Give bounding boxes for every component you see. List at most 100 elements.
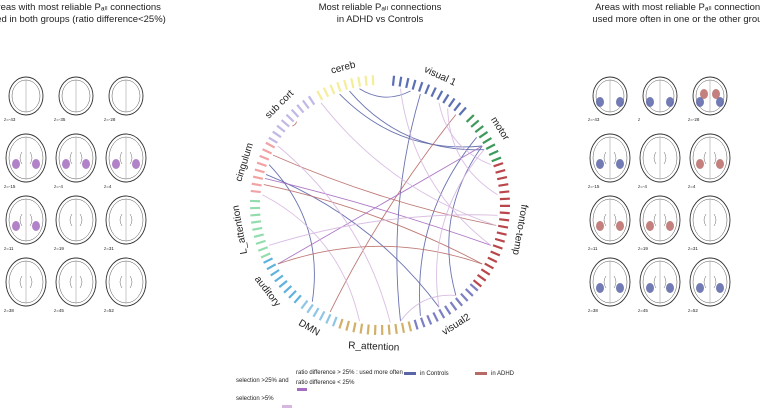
activation — [82, 159, 90, 169]
activation — [596, 221, 604, 231]
slice-label: z=19 — [54, 246, 64, 251]
activation — [596, 283, 604, 293]
node-segment — [252, 175, 264, 180]
legend-swatch — [404, 372, 416, 375]
node-segment — [460, 292, 469, 302]
node-segment — [413, 319, 419, 330]
slice-label: z=-4 — [638, 184, 647, 189]
connection — [268, 164, 315, 302]
node-segment — [490, 250, 501, 257]
slice-label: z=11 — [588, 246, 598, 251]
connection — [277, 145, 391, 323]
activation — [112, 159, 120, 169]
activation — [646, 283, 654, 293]
node-segment — [364, 75, 368, 86]
node-segment — [438, 308, 446, 319]
node-segment — [453, 102, 462, 112]
node-segment — [485, 143, 496, 151]
brain-slice: z=31 — [104, 195, 147, 251]
node-segment — [418, 81, 424, 92]
node-segment — [447, 97, 456, 108]
brain-slice: z=11 — [588, 195, 631, 251]
activation — [666, 97, 674, 107]
node-segment — [499, 218, 510, 222]
slice-label: z — [638, 117, 641, 122]
node-segment — [371, 75, 375, 86]
activation — [716, 97, 724, 107]
node-segment — [263, 257, 274, 264]
slice-label: z=31 — [688, 246, 698, 251]
node-segment — [357, 76, 362, 87]
legend-text: ratio difference > 25% : used more often — [296, 370, 403, 376]
legend-text: ratio difference < 25% — [296, 380, 355, 386]
brain-slice: z=-28 — [688, 76, 728, 122]
connection — [400, 294, 456, 322]
brain-slice: z=-43 — [588, 76, 628, 122]
node-segment — [250, 206, 261, 210]
node-segment — [442, 93, 450, 104]
ventricle — [119, 213, 133, 227]
node-segment — [322, 87, 330, 98]
center-title: in ADHD vs Controls — [337, 14, 424, 25]
node-segment — [285, 113, 295, 123]
node-segment — [493, 162, 504, 168]
module-label: R_attention — [348, 340, 400, 353]
node-segment — [329, 84, 336, 95]
activation — [716, 159, 724, 169]
node-segment — [254, 168, 265, 174]
connection — [396, 93, 421, 322]
node-segment — [251, 182, 262, 187]
node-segment — [318, 310, 326, 321]
activation — [666, 221, 674, 231]
legend-swatch — [297, 388, 307, 391]
slice-label: z=-28 — [688, 117, 700, 122]
brain-slice: z=52 — [104, 257, 147, 313]
node-segment — [283, 285, 293, 294]
slice-label: z=-4 — [54, 184, 63, 189]
ventricle — [69, 213, 83, 227]
node-segment — [398, 76, 403, 87]
node-segment — [474, 125, 484, 133]
node-segment — [325, 313, 332, 324]
brain-slice: z=-35 — [54, 76, 94, 122]
node-segment — [487, 256, 498, 263]
node-segment — [497, 224, 509, 229]
connection — [268, 214, 498, 246]
right-title: Areas with most reliable Pₐₗₗ connection… — [595, 2, 760, 13]
node-segment — [274, 274, 284, 283]
brain-slice: z — [638, 76, 678, 122]
node-segment — [257, 246, 269, 252]
ventricle — [703, 275, 717, 289]
ventricle — [19, 213, 33, 227]
node-segment — [250, 199, 261, 203]
connection — [265, 174, 440, 308]
brain-slice: z=45 — [54, 257, 97, 313]
node-segment — [316, 90, 324, 101]
connection — [400, 88, 492, 246]
ventricle — [653, 213, 667, 227]
node-segment — [366, 324, 370, 335]
connection — [277, 245, 483, 265]
connection — [329, 114, 457, 313]
activation — [12, 159, 20, 169]
node-segment — [449, 301, 458, 311]
left-title: Areas with most reliable Pₐₗₗ connection… — [0, 2, 161, 13]
activation — [646, 221, 654, 231]
slice-label: z=-28 — [104, 117, 116, 122]
brain-slice: z=-4 — [638, 133, 681, 189]
brain-slice: z=45 — [638, 257, 681, 313]
node-segment — [464, 288, 474, 297]
node-segment — [253, 233, 264, 238]
brain-slice: z=19 — [54, 195, 97, 251]
node-segment — [499, 190, 510, 194]
node-segment — [380, 324, 384, 335]
connection — [262, 194, 360, 322]
node-segment — [436, 90, 444, 101]
node-segment — [458, 106, 467, 116]
activation — [596, 159, 604, 169]
node-segment — [496, 231, 507, 236]
node-segment — [465, 114, 475, 123]
node-segment — [306, 303, 314, 314]
brain-slice: z=11 — [4, 195, 47, 251]
node-segment — [312, 307, 320, 318]
